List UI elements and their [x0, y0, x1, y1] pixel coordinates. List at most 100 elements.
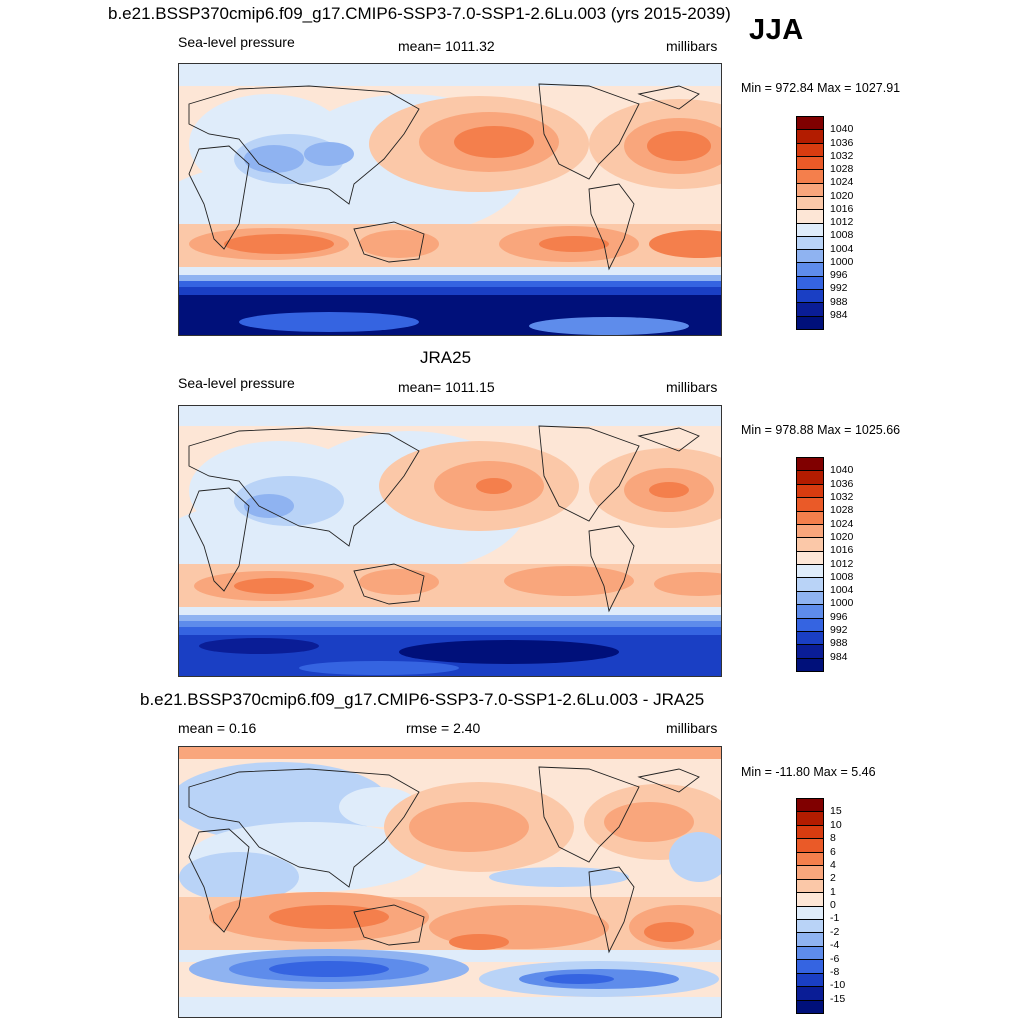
colorbar-tick-label: 6: [830, 845, 836, 858]
panel-1-minmax-label: Min = 972.84 Max = 1027.91: [741, 81, 901, 95]
colorbar-swatch: [797, 484, 823, 499]
colorbar-swatch: [797, 1000, 823, 1013]
panel-1-mean-label: mean= 1011.32: [398, 38, 495, 54]
panel-3-rmse-label: rmse = 2.40: [406, 720, 481, 736]
colorbar-swatch: [797, 839, 823, 853]
colorbar-swatch: [797, 183, 823, 197]
colorbar-swatch: [797, 645, 823, 659]
panel-3-colorbar: [796, 798, 824, 1014]
panel-3-title: b.e21.BSSP370cmip6.f09_g17.CMIP6-SSP3-7.…: [140, 690, 705, 709]
colorbar-swatch: [797, 946, 823, 961]
colorbar-tick-label: 1016: [830, 202, 854, 215]
colorbar-swatch: [797, 631, 823, 646]
colorbar-tick-label: -15: [830, 992, 846, 1005]
colorbar-tick-label: 992: [830, 624, 848, 637]
panel-1-title: b.e21.BSSP370cmip6.f09_g17.CMIP6-SSP3-7.…: [108, 4, 731, 23]
colorbar-tick-label: 8: [830, 832, 836, 845]
colorbar-swatch: [797, 591, 823, 606]
colorbar-swatch: [797, 879, 823, 894]
colorbar-tick-label: -2: [830, 925, 840, 938]
colorbar-swatch: [797, 565, 823, 579]
colorbar-tick-label: 15: [830, 805, 842, 818]
colorbar-swatch: [797, 471, 823, 485]
colorbar-swatch: [797, 316, 823, 329]
colorbar-swatch: [797, 812, 823, 826]
colorbar-swatch: [797, 117, 823, 131]
colorbar-swatch: [797, 143, 823, 157]
panel-3-colorbar-labels: 15 10 8 6 4 2 1 0 -1 -2 -4 -6 -8 -10 -15: [830, 798, 890, 1012]
colorbar-swatch: [797, 919, 823, 934]
panel-1-colorbar-labels: 1040 1036 1032 1028 1024 1020 1016 1012 1008 1004…: [830, 116, 890, 328]
colorbar-tick-label: -4: [830, 939, 840, 952]
panel-1-map: [178, 63, 722, 336]
colorbar-swatch: [797, 458, 823, 472]
colorbar-swatch: [797, 156, 823, 171]
colorbar-tick-label: -1: [830, 912, 840, 925]
colorbar-tick-label: 1004: [830, 584, 854, 597]
colorbar-swatch: [797, 250, 823, 264]
colorbar-swatch: [797, 538, 823, 552]
panel-2-title: JRA25: [420, 348, 472, 367]
panel-2-minmax-label: Min = 978.88 Max = 1025.66: [741, 423, 901, 437]
colorbar-tick-label: 1040: [830, 123, 854, 136]
colorbar-swatch: [797, 236, 823, 251]
colorbar-tick-label: 1028: [830, 163, 854, 175]
colorbar-tick-label: -8: [830, 965, 840, 978]
colorbar-swatch: [797, 866, 823, 880]
colorbar-swatch: [797, 524, 823, 539]
colorbar-swatch: [797, 223, 823, 237]
panel-2-colorbar: [796, 457, 824, 672]
panel-2-mean-label: mean= 1011.15: [398, 379, 495, 395]
colorbar-swatch: [797, 290, 823, 304]
colorbar-tick-label: 984: [830, 308, 848, 321]
colorbar-tick-label: 1024: [830, 517, 854, 530]
colorbar-swatch: [797, 303, 823, 317]
panel-3-mean-label: mean = 0.16: [178, 720, 257, 736]
colorbar-swatch: [797, 658, 823, 671]
colorbar-swatch: [797, 618, 823, 632]
panel-1-units-label: millibars: [666, 38, 718, 54]
colorbar-swatch: [797, 825, 823, 840]
colorbar-tick-label: -6: [830, 952, 840, 965]
colorbar-tick-label: -10: [830, 979, 846, 992]
colorbar-tick-label: 988: [830, 637, 848, 650]
season-label: JJA: [749, 14, 804, 46]
colorbar-tick-label: 1016: [830, 544, 854, 557]
colorbar-tick-label: 1000: [830, 597, 854, 610]
colorbar-swatch: [797, 210, 823, 224]
colorbar-tick-label: 1012: [830, 557, 854, 570]
colorbar-tick-label: 1000: [830, 255, 854, 268]
colorbar-swatch: [797, 551, 823, 565]
colorbar-swatch: [797, 973, 823, 988]
colorbar-tick-label: 2: [830, 872, 836, 885]
panel-1-variable-label: Sea-level pressure: [178, 34, 295, 50]
colorbar-swatch: [797, 852, 823, 867]
panel-2-map: [178, 405, 722, 677]
colorbar-tick-label: 1032: [830, 490, 854, 503]
colorbar-swatch: [797, 498, 823, 512]
colorbar-swatch: [797, 906, 823, 920]
colorbar-swatch: [797, 276, 823, 291]
colorbar-tick-label: 1036: [830, 136, 854, 149]
colorbar-tick-label: 1012: [830, 216, 854, 228]
colorbar-tick-label: 1004: [830, 242, 854, 255]
colorbar-tick-label: 988: [830, 295, 848, 308]
colorbar-swatch: [797, 196, 823, 211]
colorbar-swatch: [797, 263, 823, 277]
panel-3-map: [178, 746, 722, 1018]
colorbar-swatch: [797, 578, 823, 592]
colorbar-tick-label: 1040: [830, 464, 854, 477]
colorbar-swatch: [797, 130, 823, 144]
colorbar-tick-label: 1032: [830, 149, 854, 162]
colorbar-swatch: [797, 605, 823, 619]
colorbar-tick-label: 1036: [830, 477, 854, 490]
colorbar-swatch: [797, 893, 823, 907]
colorbar-tick-label: 1008: [830, 229, 854, 242]
colorbar-swatch: [797, 170, 823, 184]
colorbar-tick-label: 984: [830, 650, 848, 663]
colorbar-tick-label: 1: [830, 885, 836, 898]
colorbar-tick-label: 4: [830, 858, 836, 871]
panel-3-minmax-label: Min = -11.80 Max = 5.46: [741, 765, 876, 779]
panel-2-colorbar-labels: 1040 1036 1032 1028 1024 1020 1016 1012 1008 1004…: [830, 457, 890, 670]
panel-1-colorbar: [796, 116, 824, 330]
